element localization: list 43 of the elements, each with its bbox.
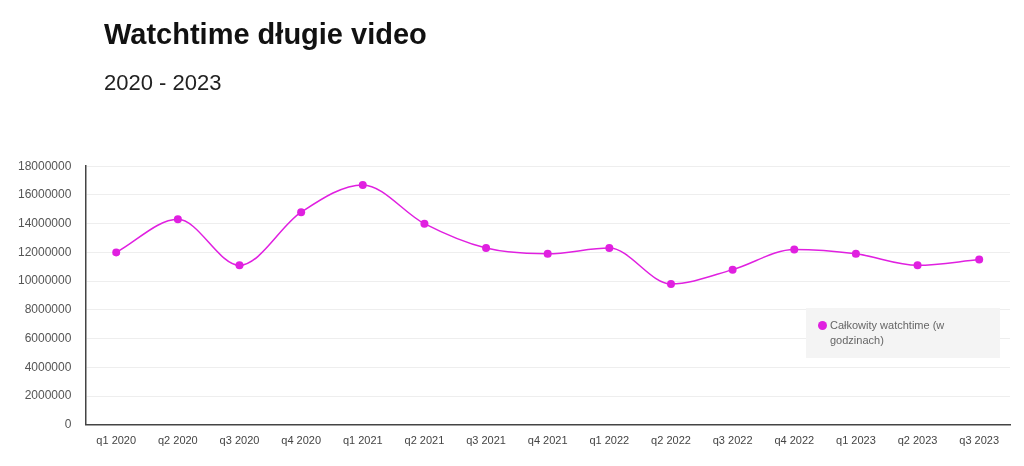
point	[728, 265, 737, 274]
point	[420, 219, 429, 228]
y-tick-label: 16000000	[18, 187, 72, 202]
y-tick-label: 2000000	[24, 388, 72, 403]
x-tick-label: q2 2020	[157, 434, 198, 447]
x-tick-label: q3 2020	[219, 434, 260, 447]
point	[666, 280, 675, 289]
y-tick-label: 8000000	[24, 302, 72, 317]
x-tick-label: q3 2022	[712, 434, 753, 447]
x-tick-label: q2 2023	[897, 434, 938, 447]
point	[358, 180, 367, 189]
x-tick-label: q3 2023	[959, 434, 1000, 447]
x-tick-label: q2 2021	[404, 434, 445, 447]
x-tick-label: q4 2021	[527, 434, 568, 447]
point	[173, 215, 182, 224]
y-tick-label: 6000000	[24, 330, 72, 345]
x-tick-label: q2 2022	[651, 434, 691, 447]
x-tick-label: q3 2021	[466, 434, 506, 447]
point	[605, 244, 614, 253]
point	[297, 208, 306, 217]
x-tick-label: q1 2020	[96, 434, 137, 447]
point	[913, 261, 922, 270]
x-tick-label: q4 2022	[774, 434, 815, 447]
y-tick-label: 14000000	[18, 215, 72, 230]
point	[851, 249, 860, 258]
point	[482, 244, 491, 253]
y-tick-label: 10000000	[18, 273, 72, 288]
x-tick-label: q1 2023	[836, 434, 876, 447]
chart-title: Watchtime długie video	[104, 18, 427, 51]
x-tick-label: q1 2021	[342, 434, 383, 447]
point	[543, 249, 552, 258]
y-tick-label: 0	[64, 417, 72, 432]
chart-subtitle: 2020 - 2023	[104, 70, 222, 96]
x-tick-label: q1 2022	[589, 434, 630, 447]
point	[235, 261, 244, 270]
y-tick-label: 12000000	[18, 244, 72, 259]
y-tick-label: 18000000	[18, 158, 72, 173]
y-tick-label: 4000000	[24, 359, 72, 374]
point	[112, 248, 121, 257]
point	[975, 255, 984, 264]
point	[790, 245, 799, 254]
legend-label: Całkowity watchtime (w godzinach)	[830, 318, 946, 349]
x-tick-label: q4 2020	[281, 434, 322, 447]
